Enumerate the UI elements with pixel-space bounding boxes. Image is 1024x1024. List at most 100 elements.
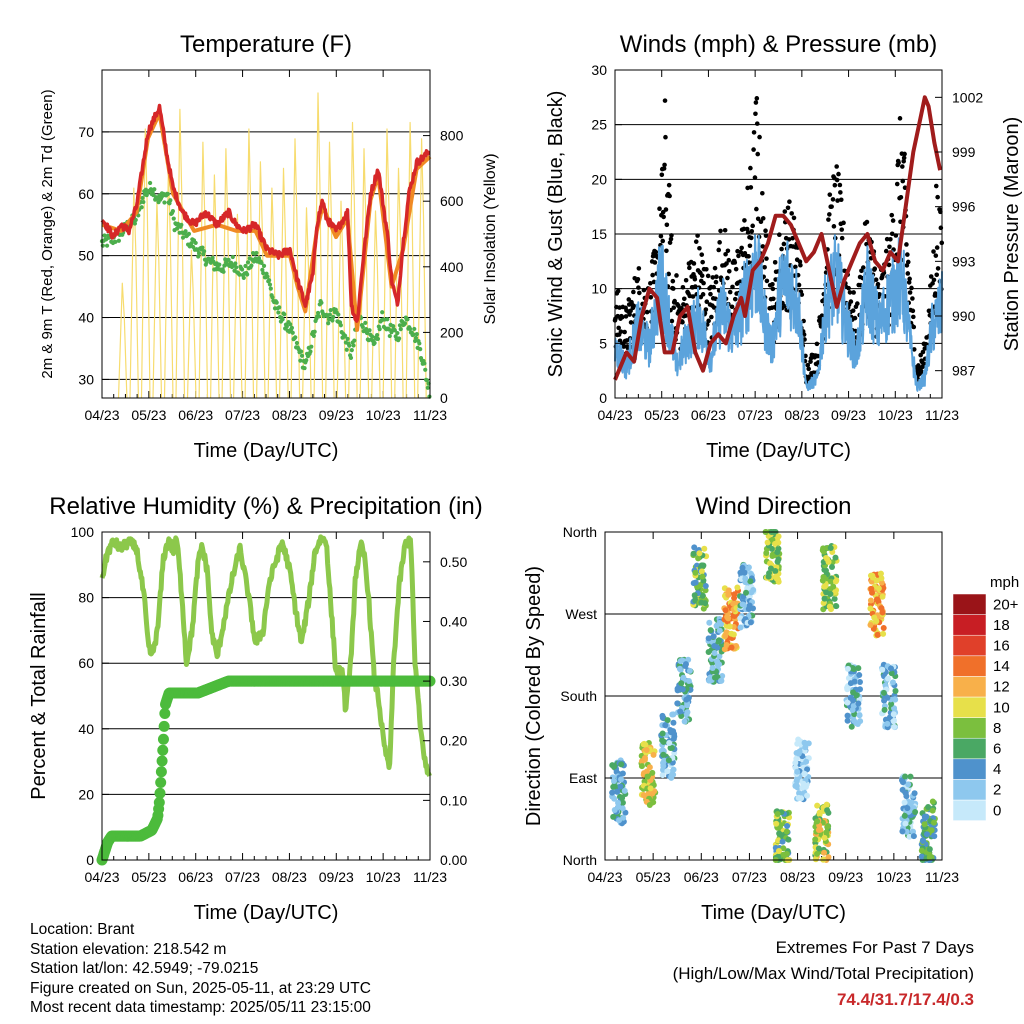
direction-point — [709, 664, 716, 671]
direction-point — [764, 539, 771, 546]
direction-point — [775, 556, 782, 563]
dewpoint-point — [327, 312, 332, 317]
dir-xtick-label: 11/23 — [925, 869, 959, 885]
solar-insolation-series — [210, 174, 220, 399]
gust-point — [662, 162, 667, 168]
gust-point — [934, 272, 940, 278]
direction-point — [767, 560, 774, 567]
dewpoint-point — [265, 274, 270, 279]
dewpoint-point — [260, 267, 265, 273]
gust-point — [667, 240, 673, 245]
direction-point — [804, 766, 811, 773]
dewpoint-point — [417, 341, 422, 346]
direction-point — [743, 589, 750, 596]
dewpoint-point — [328, 308, 333, 313]
direction-point — [918, 847, 925, 854]
dewpoint-point — [237, 272, 242, 277]
dewpoint-point — [392, 328, 397, 333]
gust-point — [860, 265, 866, 270]
dewpoint-point — [360, 324, 365, 329]
direction-point — [698, 599, 705, 606]
direction-point — [889, 679, 896, 686]
direction-point — [726, 623, 733, 630]
direction-point — [666, 739, 673, 746]
dewpoint-point — [221, 269, 226, 274]
dewpoint-point — [375, 332, 380, 338]
gust-point — [751, 147, 756, 152]
gust-point — [725, 275, 730, 281]
dewpoint-point — [402, 321, 408, 326]
gust-point — [661, 166, 667, 171]
rh-title: Relative Humidity (%) & Precipitation (i… — [49, 493, 482, 520]
direction-point — [775, 848, 782, 855]
temp-xlabel: Time (Day/UTC) — [194, 440, 339, 462]
direction-point — [731, 595, 738, 602]
direction-point — [659, 747, 666, 754]
temp-panel: 04/23 05/23 06/23 07/23 08/23 09/23 10/23 11/23… — [39, 31, 499, 462]
gust-point — [635, 276, 641, 282]
direction-point — [831, 595, 838, 602]
direction-point — [910, 828, 917, 835]
gust-point — [898, 195, 904, 200]
direction-point — [638, 763, 645, 770]
gust-point — [782, 209, 788, 214]
direction-point — [731, 613, 738, 620]
gust-point — [733, 266, 739, 272]
direction-point — [776, 830, 783, 837]
rh-xtick-label: 06/23 — [178, 869, 213, 885]
gust-point — [670, 286, 676, 291]
direction-point — [850, 665, 857, 672]
gust-point — [901, 158, 906, 164]
dewpoint-point — [261, 271, 266, 276]
dewpoint-point — [241, 275, 246, 280]
gust-point — [888, 237, 893, 242]
direction-point — [798, 795, 805, 802]
extremes-values: 74.4/31.7/17.4/0.3 — [836, 990, 974, 1009]
direction-point — [879, 609, 886, 616]
rh-ytick-label: 80 — [78, 590, 94, 606]
gust-point — [829, 204, 834, 209]
direction-point — [619, 794, 626, 801]
wind-y2tick-label: 993 — [952, 253, 976, 269]
rainfall-point — [158, 720, 170, 732]
gust-point — [718, 228, 723, 234]
direction-point — [780, 845, 787, 852]
dewpoint-point — [267, 278, 272, 283]
footer-created: Figure created on Sun, 2025-05-11, at 23… — [30, 979, 371, 997]
wind-y2tick-label: 987 — [952, 363, 976, 379]
temp-ytick-label: 60 — [78, 186, 94, 202]
direction-point — [739, 601, 746, 608]
direction-point — [828, 563, 835, 570]
direction-point — [884, 720, 891, 727]
gust-point — [751, 130, 757, 135]
direction-point — [801, 739, 808, 746]
gust-point — [770, 281, 775, 287]
gust-point — [777, 232, 782, 238]
gust-point — [762, 264, 767, 270]
direction-point — [891, 723, 898, 730]
direction-point — [664, 768, 671, 775]
dewpoint-point — [294, 340, 300, 346]
gust-point — [850, 308, 856, 313]
direction-point — [867, 622, 874, 629]
gust-point — [659, 172, 665, 178]
direction-point — [677, 708, 684, 715]
direction-point — [874, 631, 881, 638]
gust-point — [621, 344, 627, 349]
dewpoint-point — [418, 347, 423, 352]
gust-point — [683, 313, 688, 318]
dewpoint-point — [330, 318, 335, 323]
dewpoint-point — [168, 198, 173, 203]
direction-point — [640, 792, 647, 799]
direction-point — [844, 717, 851, 724]
solar-insolation-series — [256, 161, 266, 399]
rh-xtick-label: 09/23 — [319, 869, 354, 885]
gust-point — [806, 366, 811, 372]
gust-point — [739, 245, 744, 251]
dewpoint-point — [141, 199, 146, 205]
direction-point — [899, 828, 906, 835]
direction-point — [901, 812, 908, 819]
gust-point — [838, 190, 843, 195]
temp-border — [101, 69, 431, 399]
gust-point — [906, 280, 912, 285]
